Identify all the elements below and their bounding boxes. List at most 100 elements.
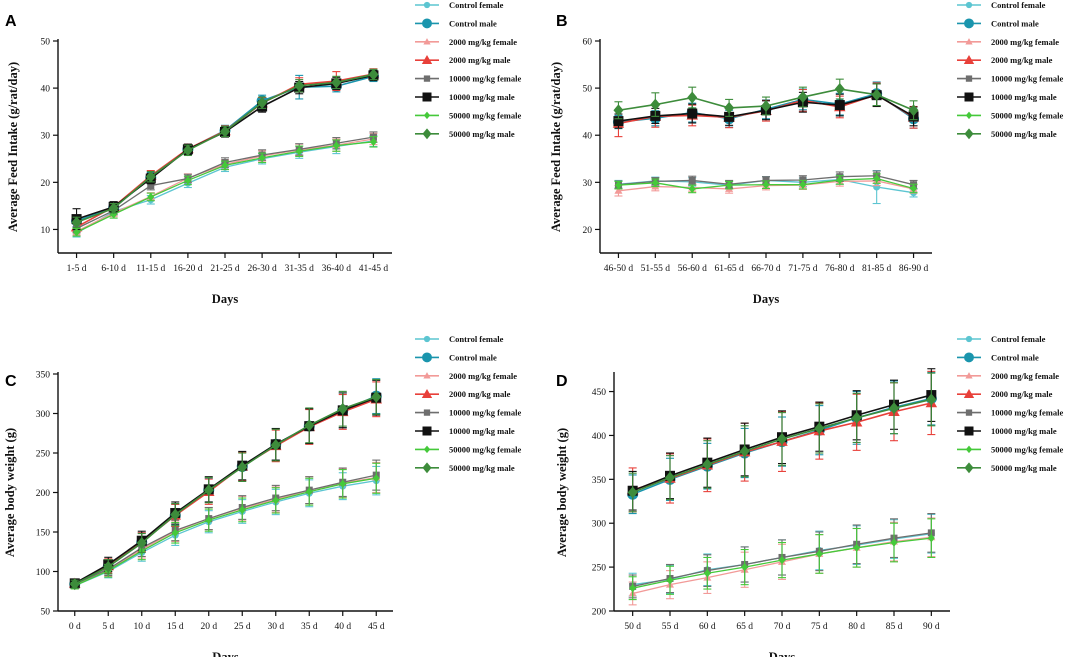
x-tick-label: 90 d	[923, 622, 940, 632]
x-tick-label: 61-65 d	[714, 264, 744, 274]
x-tick-label: 15 d	[167, 622, 184, 632]
data-point	[927, 533, 935, 543]
data-point	[778, 555, 786, 565]
data-point	[851, 411, 862, 424]
y-axis-title: Average Feed Intake (g/rat/day)	[6, 62, 20, 232]
legend-label: 10000 mg/kg male	[991, 92, 1057, 102]
y-tick-label: 10	[41, 226, 51, 236]
legend: Control female Control male 2000 mg/kg fem…	[957, 0, 1063, 140]
series-50000-mg-kg-female	[628, 518, 936, 601]
panel-A: A 10 20 30 40 50 1-5 d 6-10 d 11-15 d 16-20 d 21-2…	[5, 0, 521, 306]
x-tick-label: 50 d	[624, 622, 641, 632]
data-point	[372, 474, 380, 483]
legend-label: 50000 mg/kg female	[991, 444, 1063, 454]
x-tick-label: 86-90 d	[899, 264, 929, 274]
y-tick-label: 300	[36, 410, 51, 420]
data-point	[270, 439, 281, 452]
data-point	[108, 202, 119, 215]
y-axis-title: Average Feed Intake (g/rat/day)	[549, 62, 563, 232]
x-tick-label: 65 d	[736, 622, 753, 632]
legend-marker	[422, 352, 432, 363]
data-point	[136, 537, 147, 550]
data-point	[69, 578, 80, 591]
panel-letter: A	[5, 13, 17, 30]
data-point	[331, 76, 342, 89]
data-point	[724, 101, 735, 114]
x-tick-label: 20 d	[200, 622, 217, 632]
legend-marker	[964, 462, 974, 474]
legend-marker	[423, 409, 431, 416]
series-50000-mg-kg-male	[69, 378, 382, 591]
series-line	[76, 73, 374, 228]
legend-marker	[421, 389, 433, 399]
series-line	[76, 136, 374, 230]
y-tick-label: 50	[583, 85, 593, 95]
data-point	[205, 515, 213, 525]
data-point	[761, 100, 771, 113]
data-point	[272, 496, 280, 505]
legend-marker	[965, 38, 973, 45]
data-point	[220, 125, 230, 138]
legend-marker	[965, 372, 973, 379]
data-point	[650, 98, 661, 111]
y-tick-label: 30	[41, 132, 51, 142]
data-point	[687, 91, 698, 104]
legend: Control female Control male 2000 mg/kg fem…	[957, 334, 1063, 474]
series-line	[76, 140, 374, 234]
series-line	[74, 396, 377, 585]
legend-label: 50000 mg/kg female	[449, 110, 521, 120]
y-axis-title: Average body weight (g)	[3, 428, 17, 557]
x-tick-label: 45 d	[368, 622, 385, 632]
x-tick-label: 70 d	[774, 622, 791, 632]
x-axis-title: Days	[753, 292, 780, 306]
x-tick-label: 60 d	[699, 622, 716, 632]
data-point	[371, 390, 382, 403]
x-tick-label: 66-70 d	[751, 264, 781, 274]
x-tick-label: 76-80 d	[825, 264, 855, 274]
data-point	[613, 116, 624, 127]
y-tick-label: 100	[36, 568, 51, 578]
x-tick-label: 10 d	[133, 622, 150, 632]
legend-label: 50000 mg/kg male	[991, 129, 1057, 139]
legend-marker	[422, 462, 432, 474]
legend-marker	[964, 128, 974, 140]
data-point	[834, 83, 845, 96]
x-tick-label: 35 d	[301, 622, 318, 632]
legend-marker	[964, 92, 974, 102]
data-point	[836, 175, 844, 185]
data-point	[629, 583, 637, 593]
legend-marker	[965, 409, 973, 416]
y-tick-label: 400	[592, 432, 607, 442]
legend-label: 2000 mg/kg female	[991, 371, 1059, 381]
x-tick-label: 25 d	[234, 622, 251, 632]
y-tick-label: 350	[592, 476, 607, 486]
data-point	[777, 432, 787, 445]
data-point	[703, 569, 711, 578]
legend-label: 10000 mg/kg female	[991, 74, 1063, 84]
data-point	[814, 422, 825, 435]
series-2000-mg-kg-female	[70, 461, 381, 590]
legend-marker	[423, 38, 431, 45]
x-tick-label: 11-15 d	[136, 264, 165, 274]
data-point	[339, 479, 347, 489]
data-point	[666, 576, 674, 585]
series-line	[74, 474, 377, 585]
y-tick-label: 250	[36, 450, 51, 460]
x-tick-label: 85 d	[886, 622, 903, 632]
data-point	[762, 180, 770, 189]
data-point	[741, 562, 749, 572]
x-tick-label: 80 d	[848, 622, 865, 632]
data-point	[170, 508, 181, 521]
y-tick-label: 40	[41, 85, 51, 95]
series-line	[74, 477, 377, 587]
legend-label: 2000 mg/kg female	[449, 371, 517, 381]
legend-marker	[422, 92, 432, 102]
x-tick-label: 41-45 d	[359, 264, 389, 274]
data-point	[890, 538, 898, 547]
data-point	[834, 100, 845, 111]
data-point	[295, 147, 303, 156]
x-tick-label: 16-20 d	[173, 264, 203, 274]
legend: Control female Control male 2000 mg/kg fem…	[415, 334, 521, 474]
legend-label: 10000 mg/kg male	[449, 426, 515, 436]
legend-label: 2000 mg/kg male	[991, 55, 1053, 65]
